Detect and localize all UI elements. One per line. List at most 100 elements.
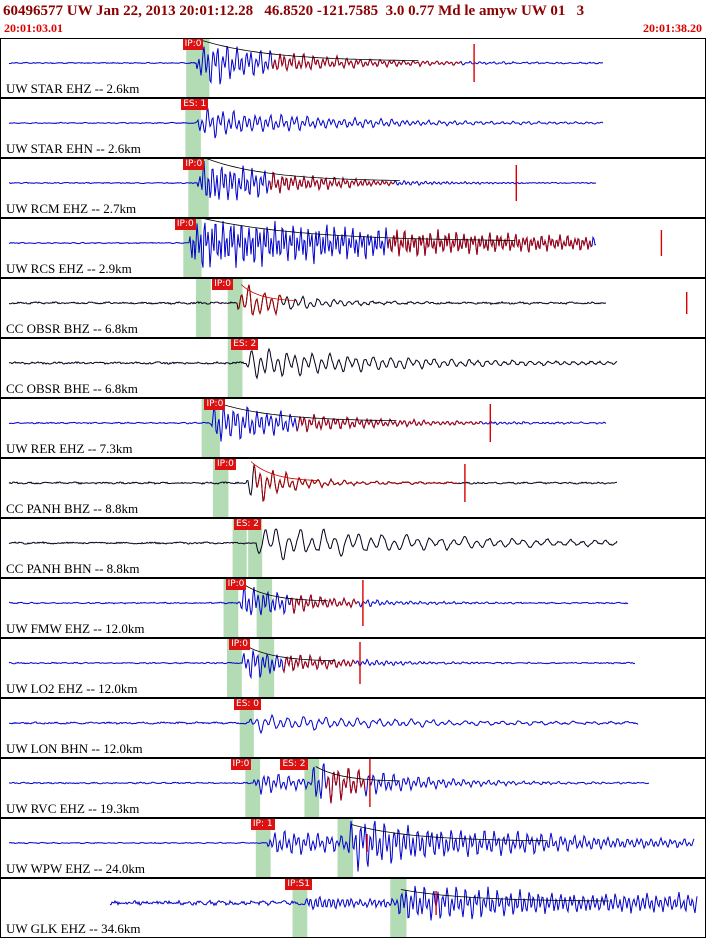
pick-window-highlight [227,279,243,337]
trace-label: UW STAR EHZ -- 2.6km [6,81,140,96]
coda-envelope-curve [202,40,419,61]
trace-label: UW RVC EHZ -- 19.3km [6,801,140,816]
trace-row-glk-14[interactable]: IP:S1 UW GLK EHZ -- 34.6km [0,878,706,938]
waveform-trace [9,820,695,872]
waveform-trace [9,347,618,380]
trace-label: UW WPW EHZ -- 24.0km [6,861,146,876]
time-axis-labels: 20:01:03.01 20:01:38.20 [3,21,703,36]
waveform-plot[interactable] [1,819,705,877]
trace-row-rvc-12[interactable]: IP:0 ES: 2 UW RVC EHZ -- 19.3km [0,758,706,818]
coda-envelope-curve [250,461,319,481]
coda-envelope-curve [243,584,328,602]
trace-row-lon-11[interactable]: ES: 0 UW LON BHN -- 12.0km [0,698,706,758]
trace-row-rcs-3[interactable]: IP:0 UW RCS EHZ -- 2.9km [0,218,706,278]
pick-window-highlight [258,639,275,697]
pick-flag[interactable]: ES: 2 [280,759,308,770]
pick-flag[interactable]: ES: 0 [234,699,262,710]
waveform-plot[interactable] [1,579,705,637]
header: 60496577 UW Jan 22, 2013 20:01:12.28 46.… [0,0,706,38]
waveform-trace [8,528,618,561]
trace-row-panh-8[interactable]: ES: 2 CC PANH BHN -- 8.8km [0,518,706,578]
coda-overlay [325,768,366,804]
waveform-plot[interactable] [1,39,705,97]
waveform-plot[interactable] [1,639,705,697]
coda-envelope-curve [400,889,609,902]
pick-flag[interactable]: IP:0 [229,639,250,650]
pick-window-highlight [248,519,263,577]
pick-flag[interactable]: ES: 2 [231,339,259,350]
waveform-plot[interactable] [1,519,705,577]
coda-envelope-curve [315,766,400,782]
waveform-plot[interactable] [1,339,705,397]
trace-label: UW FMW EHZ -- 12.0km [6,621,145,636]
pick-flag[interactable]: IP:0 [204,399,226,410]
trace-label: UW LO2 EHZ -- 12.0km [6,681,138,696]
coda-overlay [237,284,283,317]
trace-label: CC OBSR BHE -- 6.8km [6,381,138,396]
pick-window-highlight [292,879,308,937]
trace-row-panh-7[interactable]: IP:0 CC PANH BHZ -- 8.8km [0,458,706,518]
pick-flag[interactable]: IP:0 [174,219,196,230]
waveform-trace [9,713,639,735]
coda-overlay [253,464,459,503]
waveform-trace [8,160,597,201]
waveform-plot[interactable] [1,159,705,217]
trace-row-star-0[interactable]: IP:0 UW STAR EHZ -- 2.6km [0,38,706,98]
pick-flag[interactable]: ES: 2 [234,519,262,530]
pick-flag[interactable]: IP:0 [212,279,234,290]
trace-label: UW RCM EHZ -- 2.7km [6,201,137,216]
coda-envelope-curve [206,159,400,181]
waveform-plot[interactable] [1,879,705,937]
window-end-time: 20:01:38.20 [643,21,702,35]
pick-flag[interactable]: IP:0 [182,39,204,50]
trace-row-rer-6[interactable]: IP:0 UW RER EHZ -- 7.3km [0,398,706,458]
pick-flag[interactable]: IP:0 [230,759,252,770]
trace-label: UW GLK EHZ -- 34.6km [6,921,141,936]
coda-overlay [387,229,592,258]
coda-overlay [296,413,483,433]
waveform-trace [8,108,604,139]
trace-row-lo2-10[interactable]: IP:0 UW LO2 EHZ -- 12.0km [0,638,706,698]
waveform-plot[interactable] [1,99,705,157]
waveform-plot[interactable] [1,279,705,337]
trace-label: UW LON BHN -- 12.0km [6,741,143,756]
trace-label: CC PANH BHN -- 8.8km [6,561,140,576]
pick-flag[interactable]: IP:0 [215,459,236,470]
pick-window-highlight [239,699,254,757]
trace-row-wpw-13[interactable]: IP: 1 UW WPW EHZ -- 24.0km [0,818,706,878]
trace-row-star-1[interactable]: ES: 1 UW STAR EHN -- 2.6km [0,98,706,158]
trace-row-fmw-9[interactable]: IP:0 UW FMW EHZ -- 12.0km [0,578,706,638]
coda-overlay [268,171,395,194]
pick-flag[interactable]: IP:0 [183,159,205,170]
trace-row-obsr-5[interactable]: ES: 2 CC OBSR BHE -- 6.8km [0,338,706,398]
waveform-plot[interactable] [1,459,705,517]
pick-window-highlight [227,639,242,697]
trace-label: CC OBSR BHZ -- 6.8km [6,321,138,336]
coda-envelope-curve [216,402,397,422]
pick-window-highlight [188,159,209,217]
trace-row-obsr-4[interactable]: IP:0 CC OBSR BHZ -- 6.8km [0,278,706,338]
trace-label: UW STAR EHN -- 2.6km [6,141,141,156]
waveform-plot[interactable] [1,759,705,817]
coda-overlay [289,594,359,614]
waveform-plot[interactable] [1,699,705,757]
waveform-plot[interactable] [1,219,705,277]
trace-row-rcm-2[interactable]: IP:0 UW RCM EHZ -- 2.7km [0,158,706,218]
pick-flag[interactable]: IP: 1 [250,819,275,830]
waveform-trace [109,885,698,921]
coda-overlay [282,653,356,674]
coda-envelope-curve [247,646,336,662]
pick-window-highlight [223,579,239,637]
waveform-plot[interactable] [1,399,705,457]
pick-flag[interactable]: IP:0 [225,579,247,590]
coda-envelope-curve [351,824,548,842]
waveform-trace [8,464,618,503]
pick-flag[interactable]: IP:S1 [285,879,312,890]
pick-window-highlight [337,819,353,877]
pick-window-highlight [232,519,247,577]
waveform-trace [8,584,629,616]
coda-overlay [271,52,462,72]
pick-flag[interactable]: ES: 1 [181,99,209,110]
pick-window-highlight [227,339,243,397]
